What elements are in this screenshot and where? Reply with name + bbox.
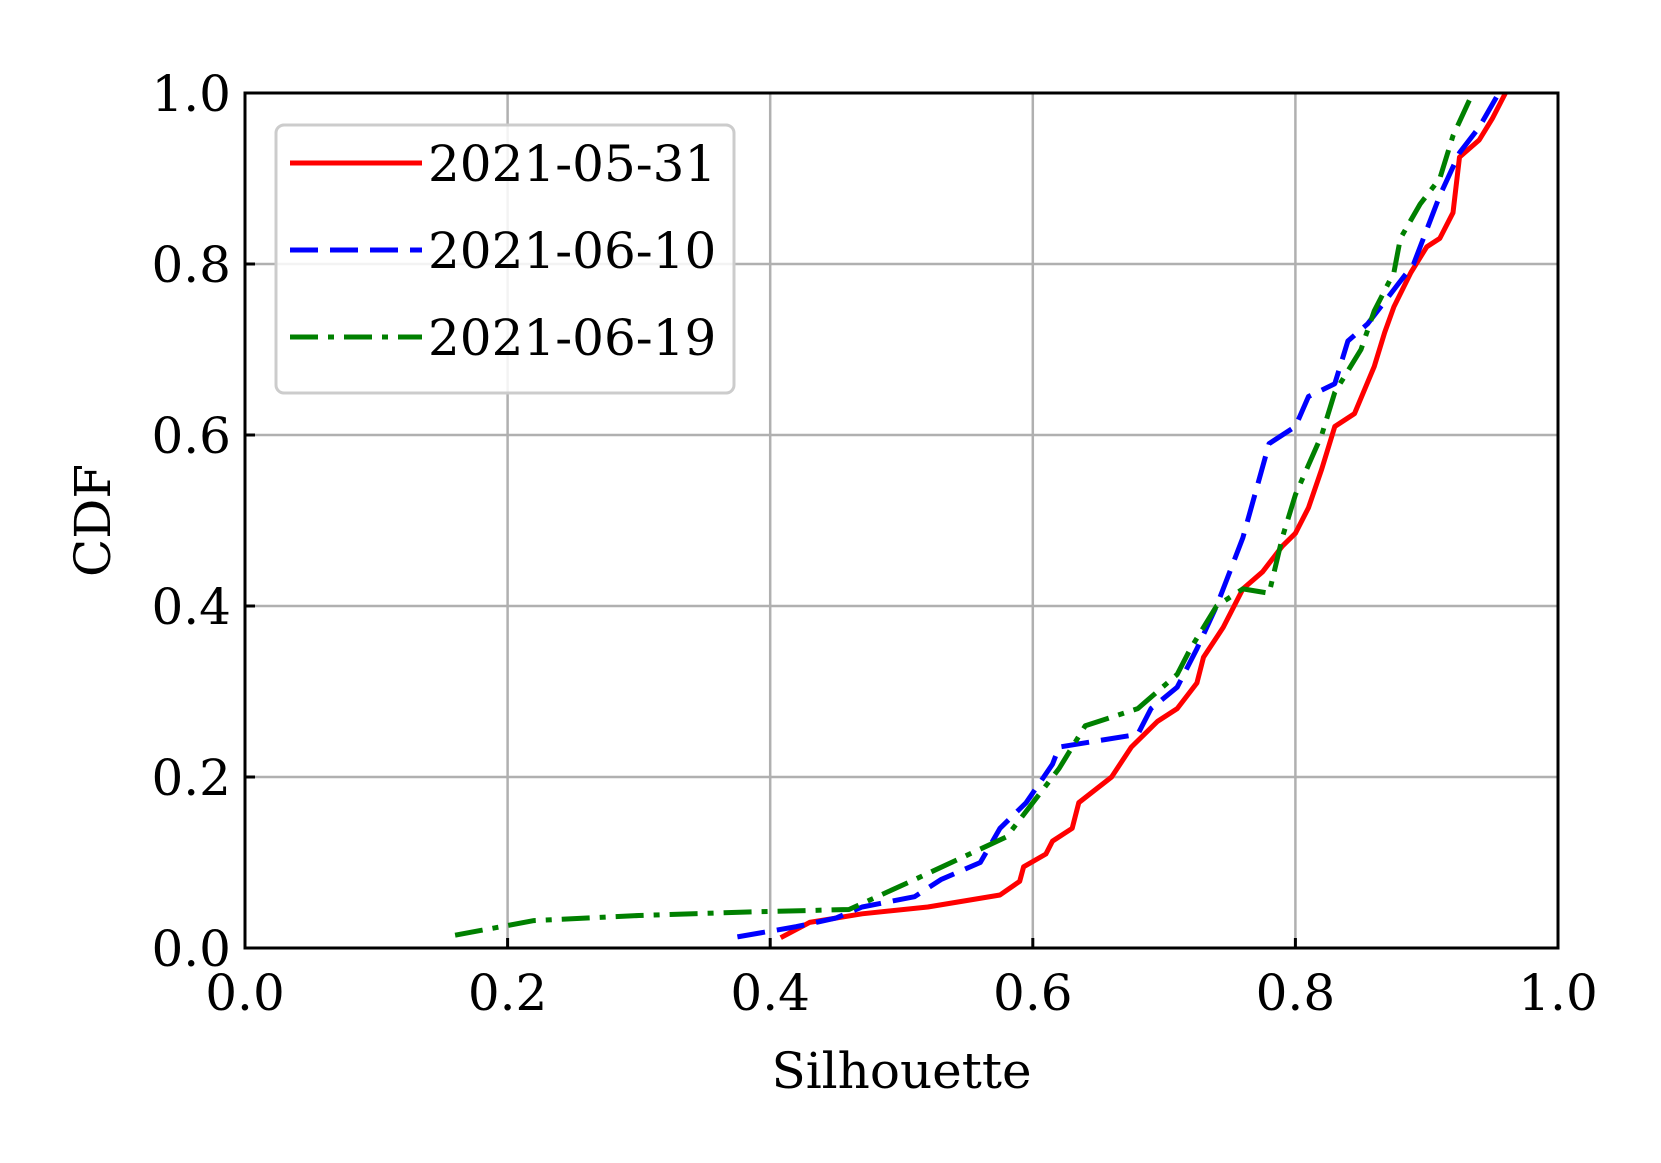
y-tick-label: 0.6 xyxy=(151,407,231,465)
y-axis-label: CDF xyxy=(64,464,122,577)
axis-ticks: 0.0 0.2 0.4 0.6 0.8 1.0 0.0 0.2 0.4 0.6 0.8 1.0 xyxy=(151,65,1597,1022)
y-tick-label: 0.0 xyxy=(151,920,231,978)
legend: 2021-05-31 2021-06-10 2021-06-19 xyxy=(274,123,736,395)
x-tick-label: 0.6 xyxy=(993,964,1073,1022)
series-line-2021-05-31 xyxy=(779,91,1508,940)
x-tick-label: 0.0 xyxy=(205,964,285,1022)
y-tick-label: 1.0 xyxy=(151,65,231,123)
legend-box xyxy=(274,123,736,395)
x-tick-label: 0.8 xyxy=(1256,964,1336,1022)
y-tick-label: 0.2 xyxy=(151,749,231,807)
plot-frame xyxy=(243,91,1560,950)
series-lines xyxy=(454,91,1508,940)
series-line-2021-06-10 xyxy=(736,91,1502,940)
legend-label: 2021-06-10 xyxy=(428,222,716,280)
x-tick-label: 1.0 xyxy=(1518,964,1598,1022)
series-line-2021-06-19 xyxy=(454,91,1475,938)
x-tick-label: 0.4 xyxy=(730,964,810,1022)
legend-label: 2021-06-19 xyxy=(428,309,716,367)
x-axis-label: Silhouette xyxy=(771,1042,1031,1100)
y-tick-label: 0.8 xyxy=(151,236,231,294)
x-tick-label: 0.2 xyxy=(468,964,548,1022)
y-tick-label: 0.4 xyxy=(151,578,231,636)
legend-label: 2021-05-31 xyxy=(428,135,716,193)
